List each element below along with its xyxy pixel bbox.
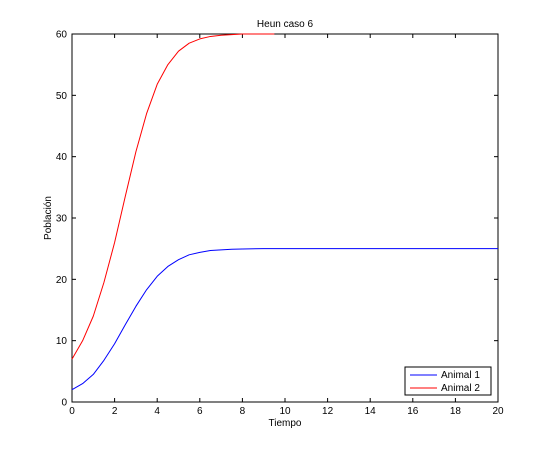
- x-axis-ticks: 0 2 4 6 8 10 12 14 16 18 20: [69, 34, 504, 417]
- y-tick-label: 10: [56, 336, 68, 347]
- y-tick-label: 60: [56, 30, 68, 41]
- legend-label-animal-1: Animal 1: [441, 370, 480, 381]
- x-tick-label: 4: [154, 406, 160, 417]
- x-tick-label: 2: [112, 406, 118, 417]
- y-tick-label: 50: [56, 91, 68, 102]
- y-axis-title: Población: [43, 196, 54, 240]
- x-tick-label: 0: [69, 406, 75, 417]
- y-tick-label: 20: [56, 275, 68, 286]
- series-layer: [71, 33, 498, 391]
- plot-area: [71, 33, 499, 403]
- x-tick-label: 18: [450, 406, 462, 417]
- x-tick-label: 6: [197, 406, 203, 417]
- x-tick-label: 14: [365, 406, 377, 417]
- y-tick-label: 0: [61, 398, 67, 409]
- legend: Animal 1 Animal 2: [404, 366, 492, 396]
- series-line-animal-1: [71, 248, 498, 391]
- y-axis-ticks: 0 10 20 30 40 50 60: [56, 30, 498, 409]
- y-tick-label: 40: [56, 152, 68, 163]
- x-tick-label: 8: [240, 406, 246, 417]
- x-tick-label: 20: [492, 406, 504, 417]
- x-tick-label: 10: [279, 406, 291, 417]
- legend-box: [404, 366, 492, 396]
- x-axis-title: Tiempo: [269, 418, 302, 429]
- legend-label-animal-2: Animal 2: [441, 383, 480, 394]
- chart-title: Heun caso 6: [257, 19, 314, 30]
- series-line-animal-2: [71, 33, 275, 360]
- y-tick-label: 30: [56, 214, 68, 225]
- x-tick-label: 16: [407, 406, 419, 417]
- x-tick-label: 12: [322, 406, 334, 417]
